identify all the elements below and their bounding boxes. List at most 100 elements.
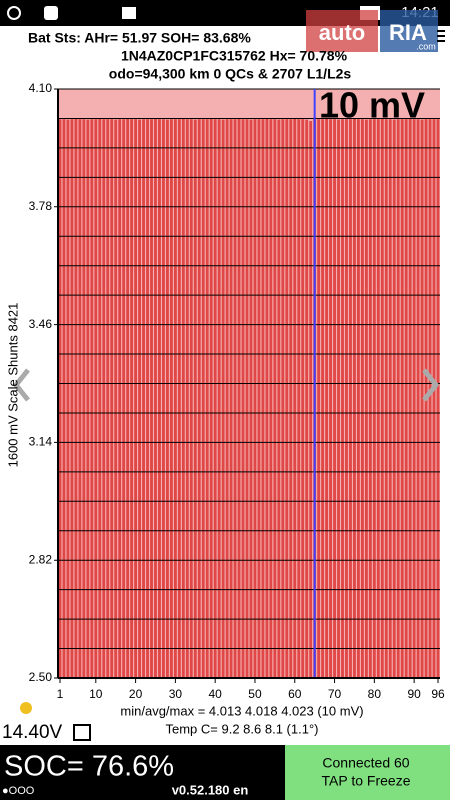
menu-icon[interactable] — [437, 30, 445, 32]
bar — [201, 119, 205, 678]
bar — [237, 118, 241, 679]
bar — [102, 119, 106, 678]
bar — [193, 119, 197, 678]
version: v0.52.180 en — [172, 782, 249, 797]
plot: 2.50 2.82 3.14 3.46 3.78 4.10 1 10 20 30 40 50 60 70 8… — [29, 81, 445, 701]
bar — [273, 119, 277, 678]
bar — [404, 119, 408, 678]
bar — [225, 119, 229, 678]
bar — [177, 119, 181, 678]
bar — [277, 119, 281, 678]
watermark: .com — [416, 41, 436, 51]
bar — [165, 119, 169, 678]
x-tick-label: 20 — [129, 687, 143, 701]
next-arrow[interactable] — [422, 368, 440, 402]
bar — [364, 119, 368, 678]
bar — [62, 119, 66, 678]
bar — [169, 119, 173, 678]
watermark: auto — [319, 20, 365, 45]
bar — [297, 119, 301, 678]
bar — [106, 119, 110, 678]
watermark-box — [306, 10, 378, 52]
bar — [130, 119, 134, 678]
bar — [221, 119, 225, 678]
bar — [289, 119, 293, 678]
bar — [305, 119, 309, 678]
bar — [94, 119, 98, 678]
menu-icon[interactable] — [437, 35, 445, 37]
temps: Temp C= 9.2 8.6 8.1 (1.1°) — [166, 721, 319, 736]
x-tick-label: 90 — [407, 687, 421, 701]
footer-bar — [0, 745, 285, 800]
bar — [173, 119, 177, 678]
bar — [309, 121, 313, 679]
bar — [396, 119, 400, 678]
bar — [229, 119, 233, 678]
status-icon — [44, 6, 58, 20]
bar — [213, 119, 217, 678]
bar — [345, 119, 348, 678]
y-tick-label: 2.82 — [29, 552, 53, 566]
bar — [233, 119, 237, 678]
bar — [114, 119, 118, 678]
header-line: Bat Sts: AHr= 51.97 SOH= 83.68% — [28, 30, 251, 46]
bar — [158, 119, 161, 678]
bar — [388, 119, 392, 678]
bar — [265, 118, 269, 679]
bar — [185, 119, 189, 678]
bar — [122, 119, 126, 678]
bar — [368, 119, 372, 678]
bar — [432, 119, 436, 678]
bulb-icon[interactable] — [20, 702, 32, 714]
bar — [162, 119, 165, 678]
x-tick-label: 40 — [208, 687, 222, 701]
bar — [333, 119, 336, 678]
bar — [341, 119, 344, 678]
bar — [205, 119, 209, 678]
voltage: 14.40V — [2, 722, 63, 743]
pager: ●OOO — [2, 785, 35, 797]
bar — [281, 119, 285, 678]
x-tick-label: 50 — [248, 687, 262, 701]
x-tick-label: 96 — [431, 687, 445, 701]
bar — [380, 118, 384, 679]
x-tick-label: 1 — [57, 687, 64, 701]
calendar-icon[interactable] — [73, 724, 91, 741]
bar — [245, 119, 249, 678]
status-icon — [122, 7, 136, 19]
bar — [154, 118, 157, 679]
y-tick-label: 3.14 — [29, 435, 53, 449]
bar — [317, 119, 321, 678]
bar — [146, 119, 149, 678]
bar — [126, 118, 130, 679]
bar — [301, 119, 305, 678]
x-tick-label: 60 — [288, 687, 302, 701]
bar — [293, 118, 297, 679]
bar — [189, 119, 193, 678]
prev-arrow[interactable] — [12, 368, 30, 402]
x-tick-label: 80 — [368, 687, 382, 701]
freeze-button[interactable] — [285, 745, 450, 800]
bar — [86, 119, 90, 678]
menu-icon[interactable] — [437, 40, 445, 42]
bar — [78, 119, 82, 678]
bar — [241, 119, 245, 678]
bar — [408, 118, 412, 679]
bar — [138, 119, 142, 678]
bar — [392, 119, 396, 678]
y-tick-label: 3.78 — [29, 199, 53, 213]
bar — [197, 119, 201, 678]
tap-label[interactable]: TAP to Freeze — [322, 773, 411, 789]
x-tick-label: 10 — [89, 687, 103, 701]
y-tick-label: 4.10 — [29, 81, 53, 95]
bar — [412, 119, 416, 678]
bar — [150, 119, 153, 678]
bar — [98, 118, 102, 679]
bar — [349, 119, 352, 678]
bar — [257, 119, 261, 678]
bar — [325, 118, 329, 679]
bar — [110, 119, 114, 678]
bar — [74, 118, 78, 679]
bar — [90, 119, 94, 678]
